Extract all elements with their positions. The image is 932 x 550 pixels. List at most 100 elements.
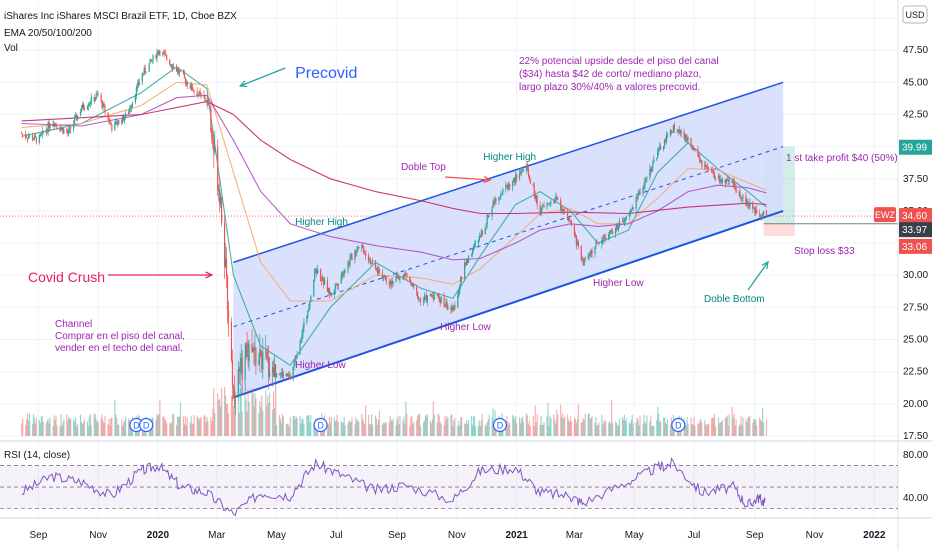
candle-body	[554, 198, 556, 202]
volume-bar	[31, 424, 34, 436]
candle-body	[260, 349, 262, 357]
candle-body	[724, 179, 726, 184]
candle-body	[326, 280, 329, 292]
candle-body	[746, 201, 748, 206]
volume-bar	[97, 421, 99, 436]
volume-bar	[411, 415, 413, 436]
volume-bar	[124, 420, 126, 436]
dividend-marker-label: D	[143, 421, 150, 431]
candle-body	[287, 373, 289, 376]
candle-body	[136, 83, 138, 88]
volume-bar	[365, 405, 367, 436]
price-axis[interactable]: 17.5020.0022.5025.0027.5030.0032.5035.00…	[903, 45, 928, 504]
candle-body	[440, 296, 442, 304]
candles	[21, 48, 768, 415]
volume-bar	[185, 425, 187, 436]
channel-middle-line[interactable]	[233, 146, 784, 328]
channel-fill[interactable]	[233, 82, 784, 398]
time-axis[interactable]: Sep Nov 2020 Mar May Jul Sep Nov 2021 Mar May Jul Se…	[29, 530, 885, 541]
volume-bar	[746, 422, 748, 436]
rsi-legend[interactable]: RSI (14, close)	[4, 450, 70, 461]
candle-body	[610, 230, 612, 233]
volume-bar	[453, 420, 455, 436]
candle-body	[100, 94, 102, 101]
loss-zone[interactable]	[763, 223, 795, 236]
volume-bar	[334, 421, 336, 436]
volume-bar	[364, 424, 366, 436]
volume-bar	[533, 425, 535, 436]
candle-body	[411, 282, 413, 286]
currency-button[interactable]	[902, 5, 928, 24]
candle-body	[471, 249, 474, 255]
candle-body	[61, 127, 63, 129]
volume-bar	[66, 414, 68, 436]
dividend-marker[interactable]	[139, 417, 154, 433]
dividend-marker[interactable]	[313, 417, 328, 433]
volume-bar	[326, 426, 329, 436]
candle-body	[509, 183, 511, 187]
candle-body	[47, 122, 49, 132]
volume-bar	[114, 400, 116, 436]
candle-body	[405, 273, 407, 275]
candle-body	[369, 260, 371, 261]
volume-bar	[362, 418, 364, 436]
candle-body	[320, 280, 323, 282]
candle-body	[143, 67, 145, 74]
candle-body	[314, 270, 316, 280]
channel-upper-line[interactable]	[233, 81, 784, 264]
candle-body	[158, 51, 160, 55]
candle-body	[529, 179, 531, 184]
volume-bar	[465, 424, 467, 436]
candle-body	[556, 196, 558, 198]
candle-body	[355, 251, 357, 253]
annotation-upside-note: 22% potencial upside desde el piso del c…	[519, 56, 719, 67]
price-channel[interactable]	[233, 81, 784, 399]
volume-bar	[300, 423, 302, 436]
volume-bar	[254, 393, 256, 436]
candle-body	[212, 139, 214, 146]
chart-title[interactable]: iShares Inc iShares MSCI Brazil ETF, 1D,…	[4, 11, 237, 22]
candle-body	[129, 108, 132, 110]
volume-bar	[45, 422, 47, 436]
volume-bar	[568, 421, 571, 436]
candle-body	[330, 292, 332, 295]
candle-body	[753, 208, 755, 210]
volume-bar	[95, 418, 97, 436]
dividend-marker[interactable]	[671, 417, 686, 433]
x-tick-label: 2022	[863, 530, 886, 541]
volume-bar	[762, 422, 765, 436]
volume-bar	[521, 416, 524, 436]
volume-bar	[727, 425, 729, 436]
candle-body	[342, 272, 344, 276]
candle-body	[271, 367, 274, 373]
volume-bar	[577, 404, 579, 436]
candle-body	[756, 209, 758, 214]
candle-body	[280, 372, 283, 374]
volume-bar	[193, 414, 195, 436]
volume-legend[interactable]: Vol	[4, 43, 18, 54]
volume-bar	[196, 415, 198, 436]
volume-bar	[159, 400, 161, 436]
volume-bar	[169, 422, 171, 436]
candle-body	[231, 360, 234, 386]
channel-lower-line[interactable]	[233, 209, 784, 399]
candle-body	[149, 59, 151, 64]
candle-body	[244, 355, 246, 380]
volume-bar	[295, 416, 297, 436]
volume-bar	[354, 424, 356, 436]
candle-body	[553, 201, 555, 203]
volume-bar	[100, 418, 102, 436]
ema-legend[interactable]: EMA 20/50/100/200	[4, 28, 92, 39]
candle-body	[487, 214, 489, 217]
candle-body	[466, 259, 469, 263]
dividend-marker[interactable]	[492, 417, 508, 433]
candle-body	[452, 306, 454, 310]
candle-body	[96, 94, 98, 96]
volume-bar	[556, 409, 558, 436]
candle-body	[584, 258, 586, 260]
volume-bar	[486, 422, 488, 436]
candle-body	[124, 113, 127, 118]
candle-body	[122, 115, 124, 123]
y-tick-label: 47.50	[903, 45, 928, 56]
